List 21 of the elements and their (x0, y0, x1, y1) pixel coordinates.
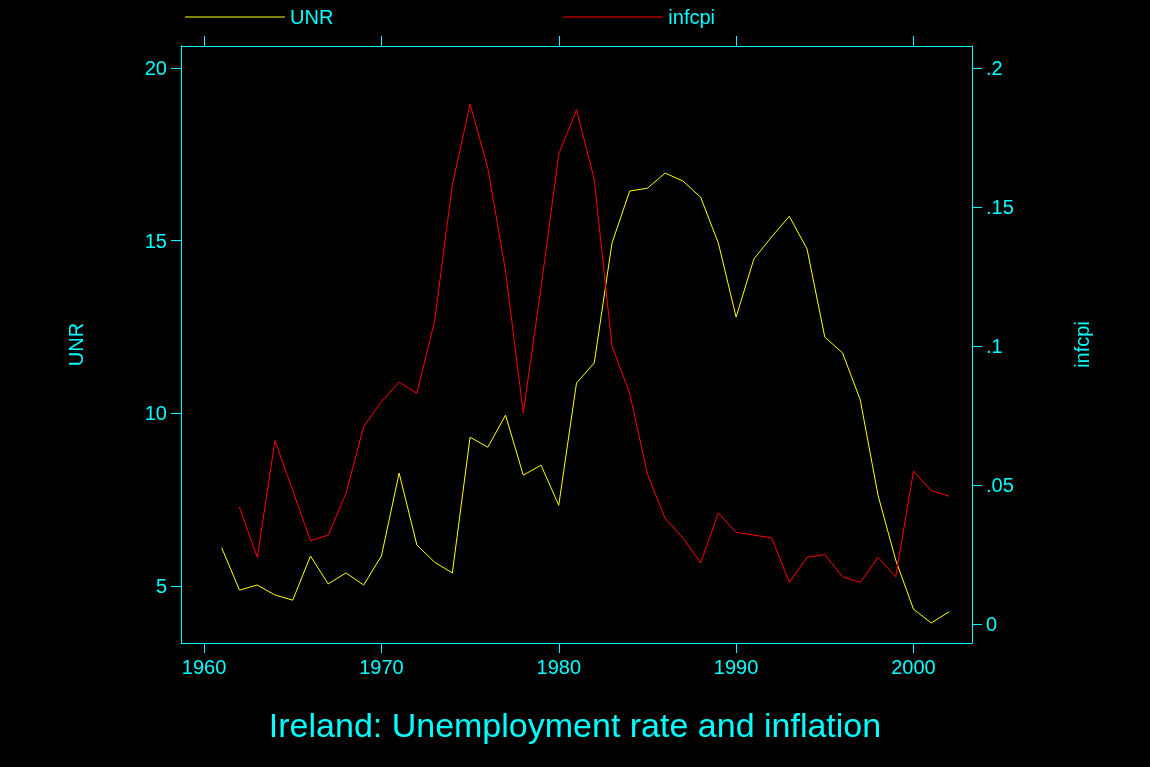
y-tick-label: 5 (155, 575, 167, 598)
x-tick-label: 1960 (181, 656, 227, 678)
text: Ireland: Unemployment rate and inflation (268, 706, 882, 744)
y2-tick-label: .05 (986, 474, 1014, 497)
y2-tick-label: .1 (986, 335, 1003, 358)
legend-label: UNR (290, 6, 334, 28)
y2-tick-label: .2 (986, 56, 1003, 79)
y-tick-label: 20 (144, 57, 167, 80)
legend-label: infcpi (668, 6, 716, 28)
y2-axis-title: infcpi (1071, 321, 1093, 368)
x-tick-label: 1990 (713, 656, 759, 678)
x-tick-label: 1980 (536, 656, 582, 678)
y-axis-title: UNR (65, 322, 87, 367)
line-series (239, 103, 950, 583)
x-tick-label: 2000 (891, 656, 936, 678)
line-series (221, 172, 950, 624)
y2-tick-label: .15 (986, 196, 1014, 218)
x-tick-label: 1970 (359, 656, 404, 678)
y-tick-label: 10 (144, 402, 167, 425)
y2-tick-label: 0 (986, 613, 998, 636)
y-tick-label: 15 (144, 229, 167, 252)
